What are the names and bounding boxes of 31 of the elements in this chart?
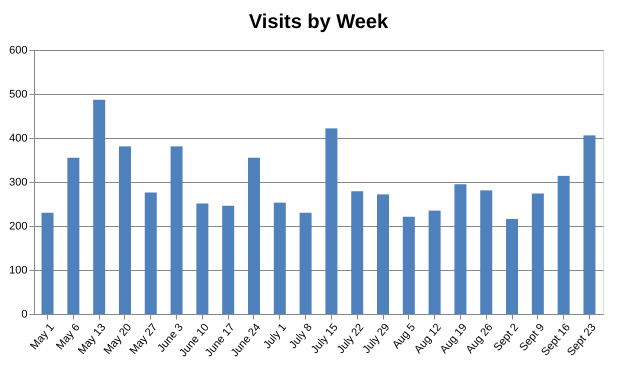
- y-tick-label: 600: [9, 44, 28, 56]
- bar: [274, 202, 286, 314]
- bar: [583, 135, 596, 314]
- bar: [42, 212, 54, 314]
- bar: [480, 190, 492, 314]
- bar: [558, 176, 570, 314]
- bar: [67, 158, 80, 314]
- bar: [222, 206, 234, 314]
- y-tick-label: 400: [9, 132, 28, 144]
- y-tick-label: 300: [9, 176, 28, 188]
- bar: [144, 192, 157, 314]
- bar: [402, 216, 415, 314]
- y-tick-label: 100: [9, 264, 28, 276]
- bar: [428, 210, 441, 314]
- bar: [351, 191, 364, 314]
- bar: [196, 204, 208, 314]
- y-tick-label: 200: [9, 220, 28, 232]
- bar: [300, 212, 312, 314]
- bar: [325, 128, 338, 314]
- bar: [454, 184, 466, 314]
- y-tick-label: 0: [21, 308, 28, 320]
- bar: [248, 158, 260, 314]
- bar: [532, 193, 544, 314]
- x-tick-label: July 1: [261, 322, 289, 352]
- bar: [118, 146, 131, 314]
- bar: [170, 146, 183, 314]
- y-tick-label: 500: [9, 88, 28, 100]
- bar: [506, 218, 518, 314]
- chart-title: Visits by Week: [248, 11, 390, 33]
- bar: [93, 100, 106, 314]
- bar: [377, 194, 390, 314]
